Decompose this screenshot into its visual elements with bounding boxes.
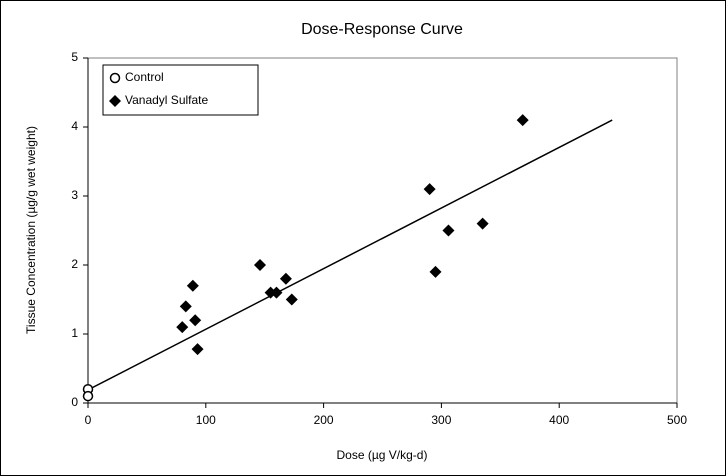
x-tick-label: 100 xyxy=(196,413,216,427)
y-tick-label: 5 xyxy=(71,50,78,64)
point xyxy=(423,183,436,196)
x-tick-label: 200 xyxy=(314,413,334,427)
trend-line xyxy=(87,119,613,391)
point xyxy=(442,224,455,237)
x-tick-label: 0 xyxy=(85,413,92,427)
point xyxy=(516,114,529,127)
point xyxy=(285,293,298,306)
y-tick-label: 2 xyxy=(71,257,78,271)
point xyxy=(253,259,266,271)
point xyxy=(270,286,283,299)
point xyxy=(176,321,189,334)
point xyxy=(191,343,204,356)
y-tick-label: 4 xyxy=(71,119,78,133)
chart-title: Dose-Response Curve xyxy=(301,21,463,38)
point xyxy=(189,314,202,327)
x-tick-label: 400 xyxy=(549,413,569,427)
y-tick-label: 0 xyxy=(71,395,78,409)
x-tick-label: 500 xyxy=(667,413,687,427)
x-tick-label: 300 xyxy=(431,413,451,427)
x-axis-label: Dose (µg V/kg-d) xyxy=(337,448,428,462)
y-axis-label: Tissue Concentration (µg/g wet weight) xyxy=(24,126,38,334)
point xyxy=(186,279,199,292)
y-tick-label: 3 xyxy=(71,188,78,202)
legend-box xyxy=(102,64,259,116)
legend-label: Control xyxy=(125,70,164,84)
point xyxy=(179,300,192,313)
point xyxy=(82,390,94,402)
legend-label: Vanadyl Sulfate xyxy=(125,93,208,107)
point xyxy=(279,272,292,285)
point xyxy=(476,217,489,230)
point xyxy=(429,265,442,278)
y-tick-label: 1 xyxy=(71,326,78,340)
legend-marker xyxy=(109,95,121,107)
legend-marker xyxy=(109,72,121,84)
